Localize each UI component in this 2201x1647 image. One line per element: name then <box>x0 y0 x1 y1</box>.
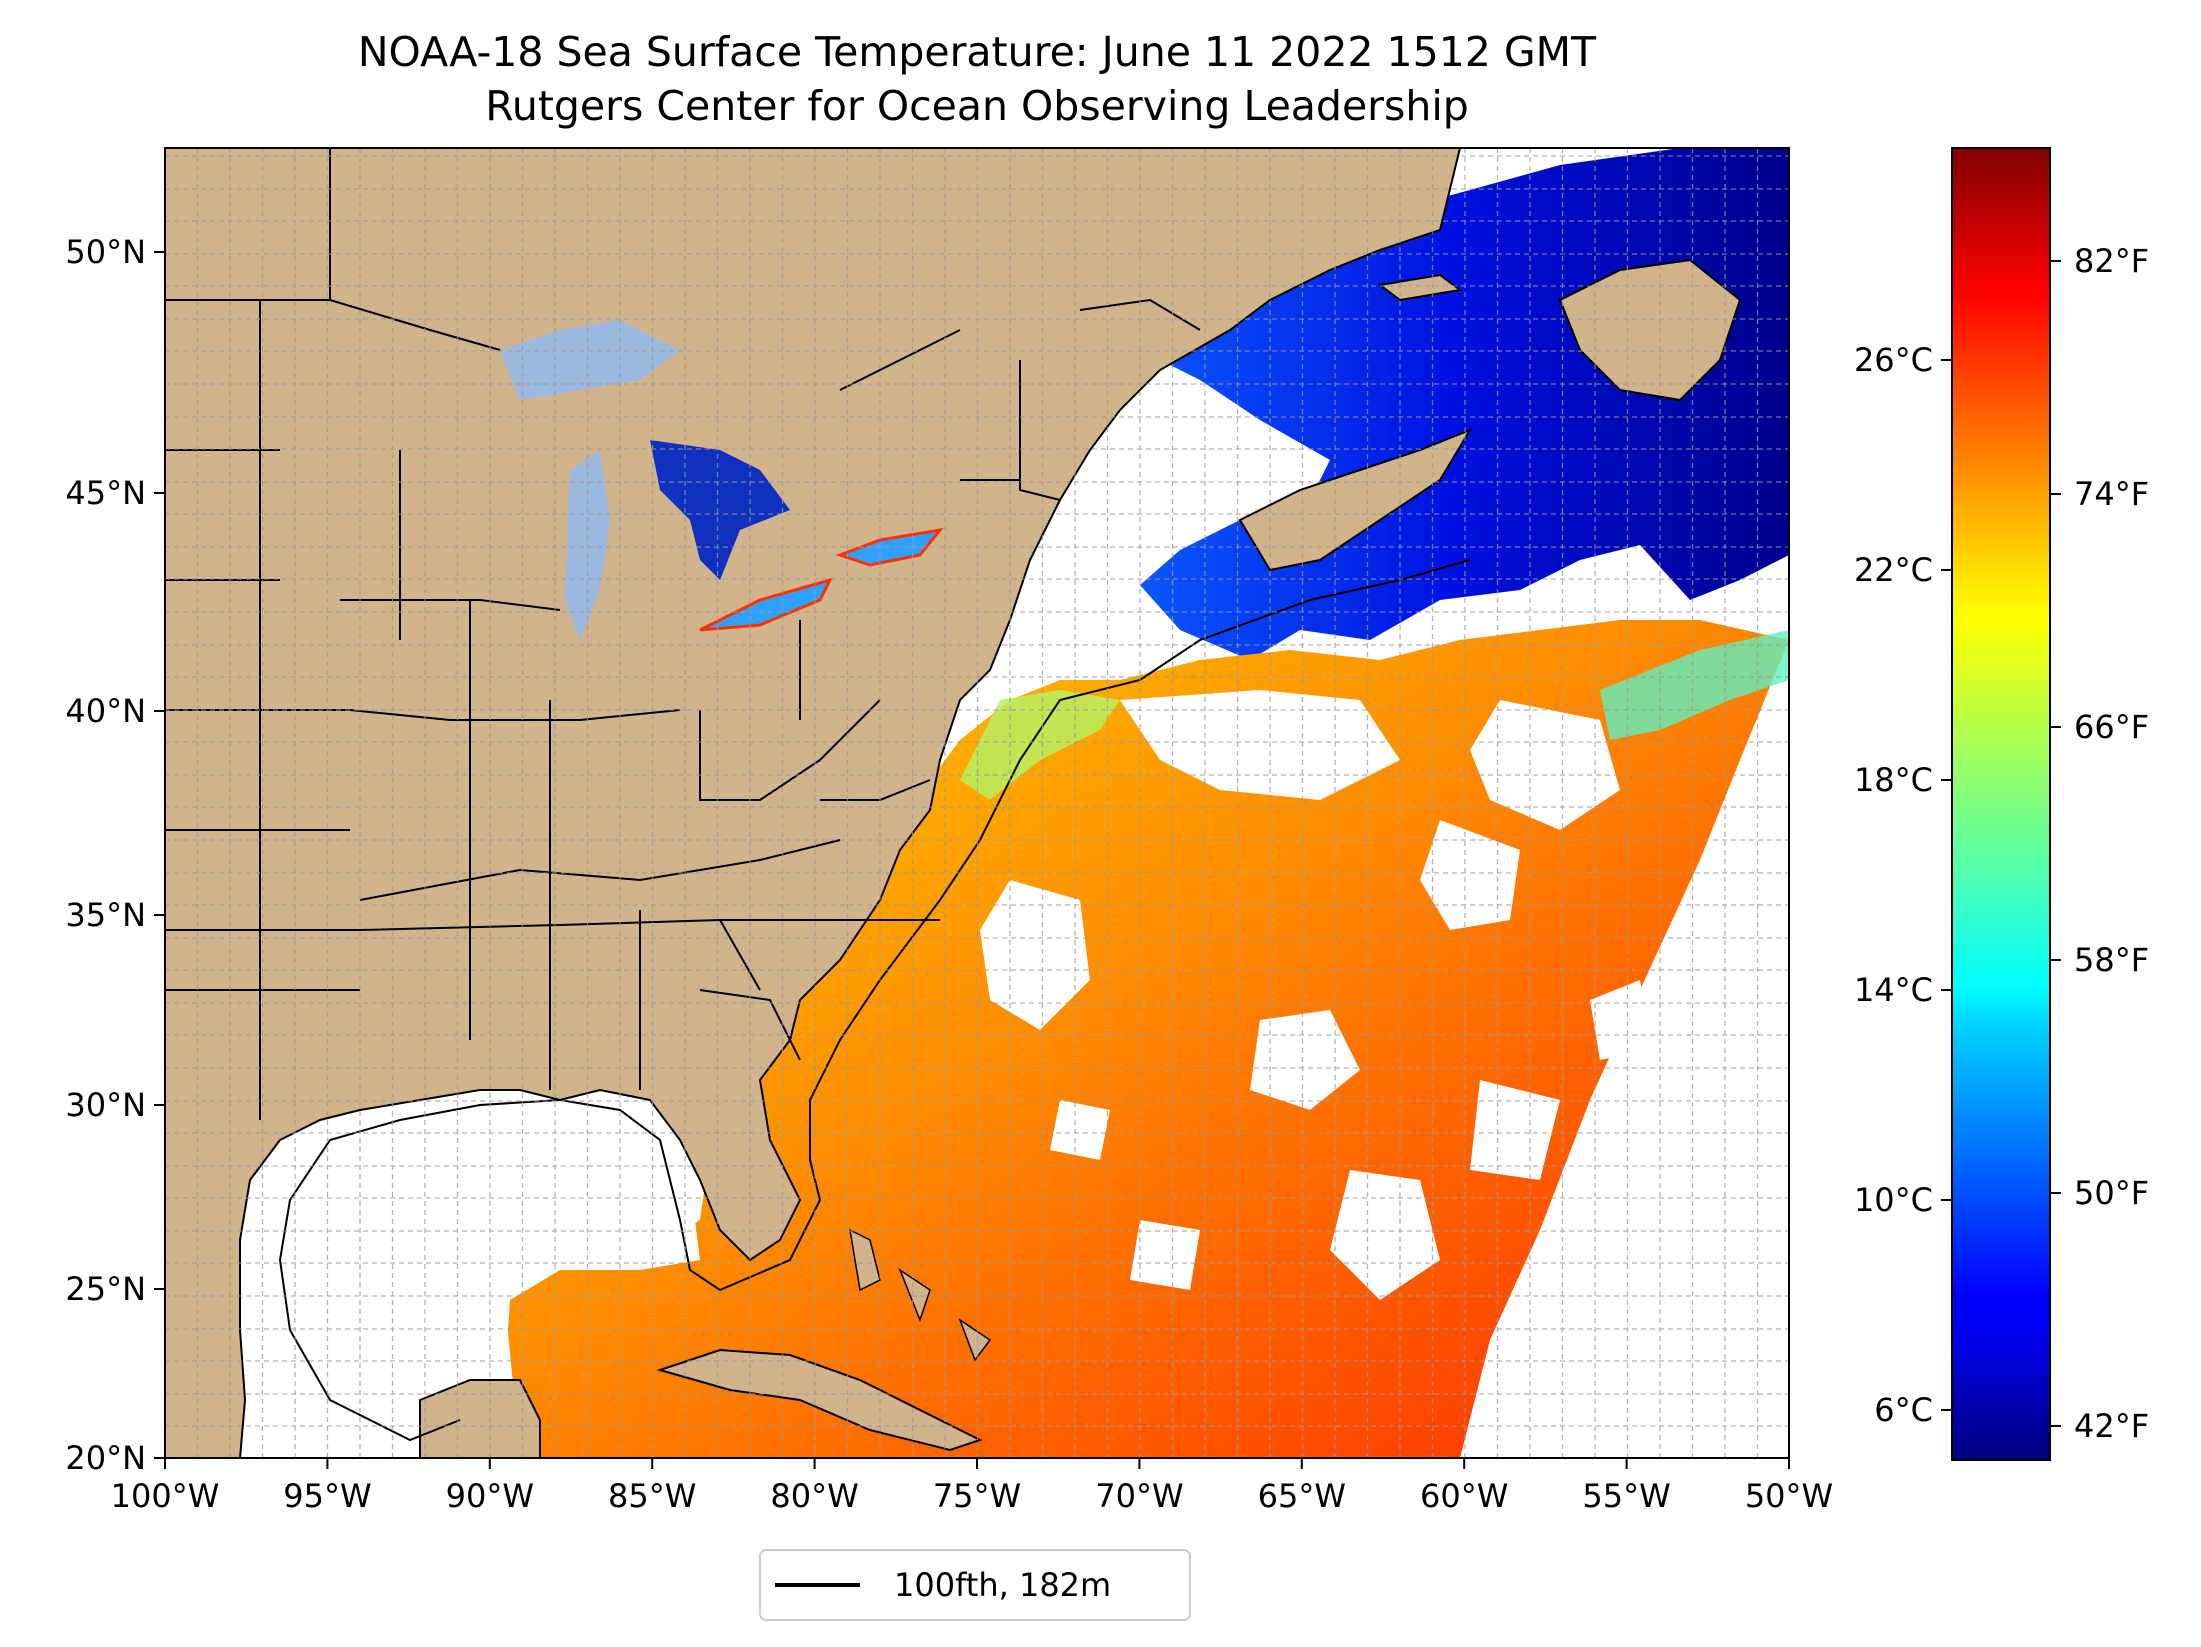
lon-tick-label: 80°W <box>770 1477 858 1515</box>
colorbar-fahrenheit-label: 42°F <box>2074 1407 2149 1445</box>
lon-tick-label: 75°W <box>933 1477 1021 1515</box>
land-newfoundland <box>1558 258 1742 402</box>
land-cuba <box>656 1348 983 1452</box>
lon-axis <box>164 1458 1790 1469</box>
sst-warm-atlantic <box>505 620 1789 1458</box>
lat-tick-labels: 20°N 25°N 30°N 35°N 40°N 45°N 50°N <box>65 233 146 1477</box>
lat-tick-label: 25°N <box>65 1270 146 1308</box>
colorbar-fahrenheit-label: 50°F <box>2074 1174 2149 1212</box>
lon-tick-label: 100°W <box>111 1477 220 1515</box>
colorbar-celsius-label: 18°C <box>1854 761 1933 799</box>
land-north-america <box>165 148 1462 1458</box>
colorbar-fahrenheit-label: 58°F <box>2074 941 2149 979</box>
legend-label: 100fth, 182m <box>894 1566 1111 1604</box>
land-yucatan <box>419 1379 541 1458</box>
colorbar-fahrenheit-label: 66°F <box>2074 708 2149 746</box>
land-bahamas <box>849 1228 992 1362</box>
legend: 100fth, 182m <box>759 1549 1191 1621</box>
colorbar-celsius-label: 6°C <box>1874 1391 1933 1429</box>
lat-tick-label: 45°N <box>65 474 146 512</box>
lat-tick-label: 50°N <box>65 233 146 271</box>
map-title: NOAA-18 Sea Surface Temperature: June 11… <box>358 28 1597 76</box>
sst-cool-eastern-band <box>1600 630 1789 740</box>
map-subtitle: Rutgers Center for Ocean Observing Leade… <box>485 82 1469 130</box>
colorbar-fahrenheit-label: 82°F <box>2074 242 2149 280</box>
lon-tick-label: 55°W <box>1582 1477 1670 1515</box>
sst-cool-shelf <box>960 690 1120 800</box>
land-maritimes <box>1238 427 1473 572</box>
lon-tick-label: 95°W <box>283 1477 371 1515</box>
lat-tick-label: 40°N <box>65 692 146 730</box>
lon-tick-label: 70°W <box>1095 1477 1183 1515</box>
lat-tick-label: 35°N <box>65 896 146 934</box>
great-lakes <box>500 320 944 640</box>
lon-tick-label: 65°W <box>1258 1477 1346 1515</box>
gulf-of-mexico-nodata <box>240 1095 700 1458</box>
colorbar: 6°C 10°C 14°C 18°C 22°C 26°C 42°F 50°F 5… <box>1854 147 2149 1461</box>
cloud-masks <box>980 690 1650 1300</box>
colorbar-celsius-label: 22°C <box>1854 551 1933 589</box>
lat-tick-label: 20°N <box>65 1439 146 1477</box>
gridlines <box>165 148 1789 1458</box>
colorbar-celsius-label: 10°C <box>1854 1181 1933 1219</box>
lon-tick-label: 50°W <box>1745 1477 1833 1515</box>
lon-tick-label: 85°W <box>608 1477 696 1515</box>
legend-box <box>759 1549 1191 1621</box>
lon-tick-labels: 100°W 95°W 90°W 85°W 80°W 75°W 70°W 65°W… <box>111 1477 1834 1515</box>
map-panel <box>165 148 1789 1458</box>
lake-superior <box>500 320 680 400</box>
colorbar-fahrenheit-label: 74°F <box>2074 475 2149 513</box>
lon-tick-label: 60°W <box>1420 1477 1508 1515</box>
lat-axis <box>154 251 165 1459</box>
colorbar-gradient <box>1951 147 2051 1461</box>
lon-tick-label: 90°W <box>446 1477 534 1515</box>
colorbar-celsius-label: 26°C <box>1854 341 1933 379</box>
lat-tick-label: 30°N <box>65 1086 146 1124</box>
colorbar-celsius-label: 14°C <box>1854 971 1933 1009</box>
isobath-100fth <box>278 559 1471 1442</box>
